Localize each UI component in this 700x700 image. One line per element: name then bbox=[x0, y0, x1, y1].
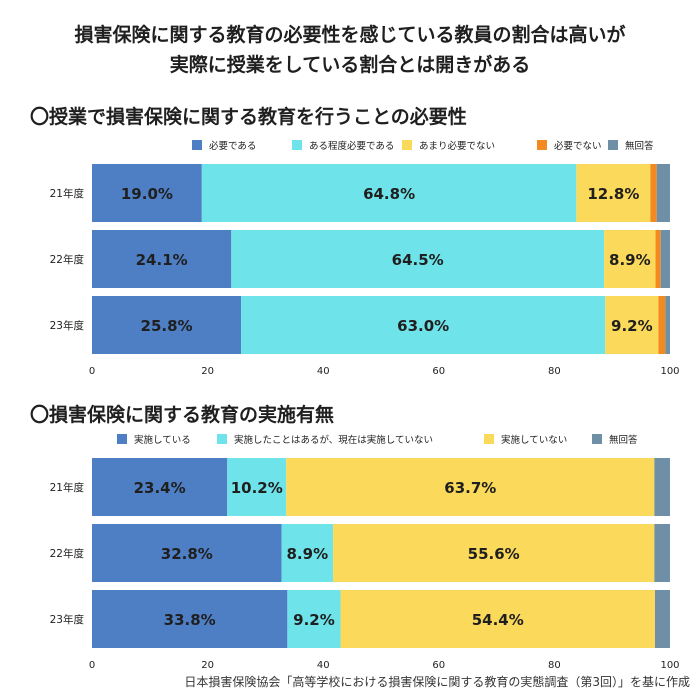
legend: 実施している 実施したことはあるが、現在は実施していない 実施していない 無回答 bbox=[117, 434, 638, 446]
legend-swatch bbox=[608, 140, 618, 150]
x-tick-label: 20 bbox=[201, 660, 214, 671]
legend-swatch bbox=[217, 434, 227, 444]
data-label: 9.2% bbox=[611, 317, 653, 335]
bar-segment bbox=[576, 164, 651, 222]
legend-swatch bbox=[192, 140, 202, 150]
bar-segment bbox=[201, 164, 577, 222]
x-tick-label: 40 bbox=[317, 366, 330, 377]
data-label: 12.8% bbox=[587, 185, 639, 203]
data-label: 55.6% bbox=[468, 545, 520, 563]
legend-swatch bbox=[537, 140, 547, 150]
legend-label: 必要でない bbox=[554, 140, 602, 152]
category-label: 23年度 bbox=[50, 613, 85, 626]
bar-segment bbox=[654, 524, 670, 582]
legend-item: 無回答 bbox=[608, 140, 654, 152]
bar-segment bbox=[231, 230, 605, 288]
bar-segment bbox=[92, 230, 232, 288]
x-tick-label: 20 bbox=[201, 366, 214, 377]
chart-necessity: 必要である ある程度必要である あまり必要でない 必要でない 無回答 21年度 19.0% 6… bbox=[50, 140, 680, 377]
legend-item: 実施していない bbox=[484, 434, 567, 446]
bar-segment bbox=[654, 590, 670, 648]
x-tick-label: 40 bbox=[317, 660, 330, 671]
data-label: 19.0% bbox=[121, 185, 173, 203]
page-title-line2: 実際に授業をしている割合とは開きがある bbox=[169, 54, 531, 76]
legend-label: 実施している bbox=[134, 434, 191, 446]
data-label: 10.2% bbox=[231, 479, 283, 497]
chart2-title: 〇損害保険に関する教育の実施有無 bbox=[30, 404, 335, 426]
bar-segment bbox=[92, 164, 202, 222]
legend-item: 必要である bbox=[192, 140, 256, 152]
data-label: 9.2% bbox=[293, 611, 335, 629]
bar-segment bbox=[658, 296, 666, 354]
category-label: 22年度 bbox=[50, 547, 85, 560]
x-tick-label: 100 bbox=[660, 366, 679, 377]
x-tick-label: 100 bbox=[660, 660, 679, 671]
data-label: 64.8% bbox=[363, 185, 415, 203]
bar-segment bbox=[604, 230, 656, 288]
bar-segment bbox=[281, 524, 334, 582]
legend-swatch bbox=[292, 140, 302, 150]
legend-item: 実施している bbox=[117, 434, 191, 446]
data-label: 63.0% bbox=[397, 317, 449, 335]
legend-label: 無回答 bbox=[609, 434, 638, 446]
data-label: 23.4% bbox=[134, 479, 186, 497]
bar-segment bbox=[92, 296, 242, 354]
bar-segment bbox=[660, 230, 670, 288]
x-tick-label: 80 bbox=[548, 366, 561, 377]
legend-swatch bbox=[592, 434, 602, 444]
chart-implementation: 実施している 実施したことはあるが、現在は実施していない 実施していない 無回答 21年… bbox=[50, 434, 680, 671]
bar-segment bbox=[665, 296, 670, 354]
bar-segment bbox=[605, 296, 659, 354]
chart1-title: 〇授業で損害保険に関する教育を行うことの必要性 bbox=[30, 106, 467, 128]
x-tick-label: 80 bbox=[548, 660, 561, 671]
data-label: 24.1% bbox=[136, 251, 188, 269]
legend-label: 実施していない bbox=[501, 434, 567, 446]
legend-swatch bbox=[117, 434, 127, 444]
bar-segment bbox=[656, 164, 670, 222]
bar-segment bbox=[655, 230, 661, 288]
legend-swatch bbox=[484, 434, 494, 444]
legend-label: ある程度必要である bbox=[309, 140, 394, 152]
legend-label: あまり必要でない bbox=[419, 140, 495, 152]
legend-label: 必要である bbox=[209, 140, 256, 152]
bar-segment bbox=[241, 296, 606, 354]
data-label: 8.9% bbox=[287, 545, 329, 563]
data-label: 54.4% bbox=[472, 611, 524, 629]
legend-item: 無回答 bbox=[592, 434, 638, 446]
x-tick-label: 60 bbox=[432, 366, 445, 377]
data-label: 64.5% bbox=[392, 251, 444, 269]
bar-segment bbox=[650, 164, 657, 222]
legend-label: 実施したことはあるが、現在は実施していない bbox=[234, 434, 433, 446]
bar-segment bbox=[333, 524, 655, 582]
data-label: 63.7% bbox=[444, 479, 496, 497]
x-tick-label: 0 bbox=[89, 660, 95, 671]
category-label: 22年度 bbox=[50, 253, 85, 266]
data-label: 32.8% bbox=[161, 545, 213, 563]
data-label: 33.8% bbox=[164, 611, 216, 629]
page-title-line1: 損害保険に関する教育の必要性を感じている教員の割合は高いが bbox=[74, 24, 626, 46]
legend-swatch bbox=[402, 140, 412, 150]
legend-item: 必要でない bbox=[537, 140, 602, 152]
legend-label: 無回答 bbox=[625, 140, 654, 152]
bar-segment bbox=[340, 590, 655, 648]
data-label: 25.8% bbox=[141, 317, 193, 335]
bar-segment bbox=[227, 458, 287, 516]
x-tick-label: 60 bbox=[432, 660, 445, 671]
legend: 必要である ある程度必要である あまり必要でない 必要でない 無回答 bbox=[192, 140, 654, 152]
legend-item: あまり必要でない bbox=[402, 140, 495, 152]
category-label: 21年度 bbox=[50, 481, 85, 494]
bar-segment bbox=[287, 590, 341, 648]
bar-segment bbox=[654, 458, 670, 516]
category-label: 21年度 bbox=[50, 187, 85, 200]
data-label: 8.9% bbox=[609, 251, 651, 269]
x-tick-label: 0 bbox=[89, 366, 95, 377]
bar-segment bbox=[92, 458, 228, 516]
bar-segment bbox=[92, 590, 288, 648]
bar-segment bbox=[92, 524, 282, 582]
category-label: 23年度 bbox=[50, 319, 85, 332]
legend-item: ある程度必要である bbox=[292, 140, 394, 152]
source-note: 日本損害保険協会「高等学校における損害保険に関する教育の実態調査（第3回）」を基… bbox=[184, 675, 690, 689]
legend-item: 実施したことはあるが、現在は実施していない bbox=[217, 434, 433, 446]
bar-segment bbox=[286, 458, 655, 516]
